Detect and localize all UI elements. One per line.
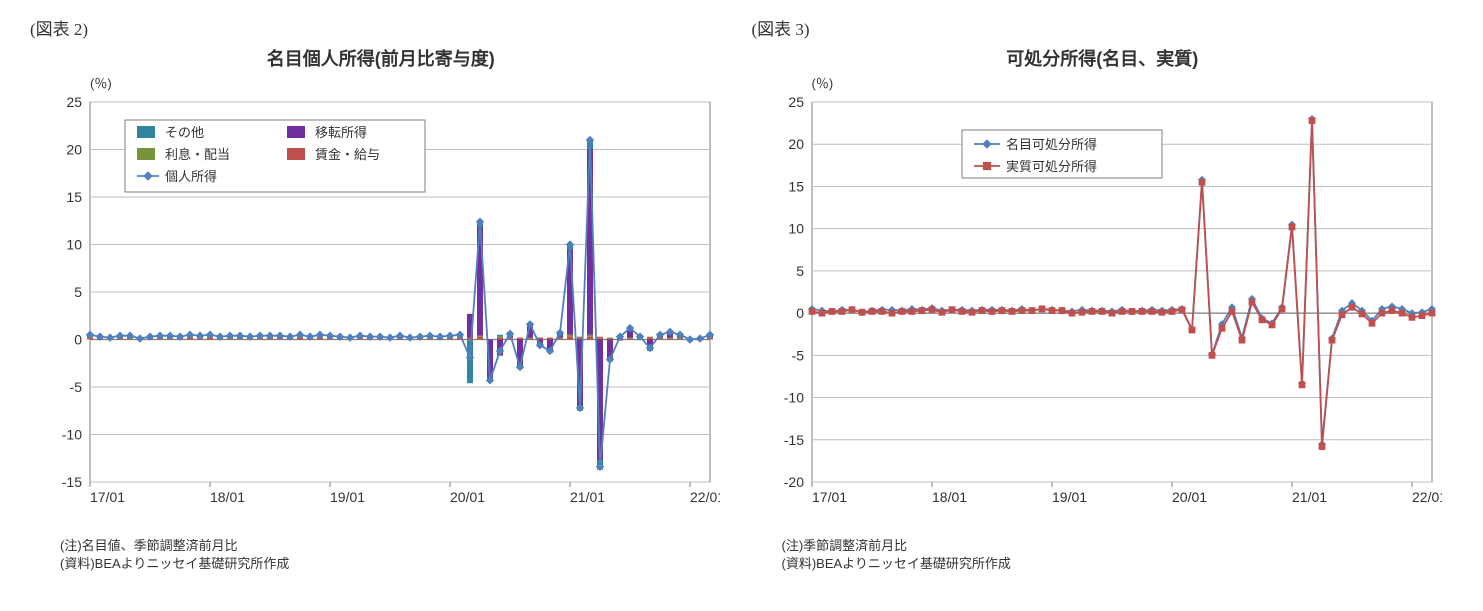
svg-text:17/01: 17/01 [90,489,125,505]
figure-2-panel: (図表 2) 名目個人所得(前月比寄与度) (％) -15 -10 -5 0 5 10 15… [30,15,732,573]
figure-3-title: 可処分所得(名目、実質) [752,45,1454,71]
figure-3-svg-holder: -20 -15 -10 -5 0 5 10 15 20 25 17/01 18/01 19/01 20/0… [752,92,1454,537]
svg-text:0: 0 [74,332,82,348]
svg-text:-10: -10 [62,427,82,443]
figure-3-y-unit: (％) [812,73,1454,92]
figure-2-svg: -15 -10 -5 0 5 10 15 20 25 17/01 18/01 19/01 20/01 21… [30,92,720,532]
figure-3-svg: -20 -15 -10 -5 0 5 10 15 20 25 17/01 18/01 19/01 20/0… [752,92,1442,532]
svg-text:-10: -10 [783,390,803,406]
svg-text:19/01: 19/01 [330,489,365,505]
figure-2-label: (図表 2) [30,15,732,40]
svg-text:20: 20 [788,136,804,152]
figure-2-note-1: (注)名目値、季節調整済前月比 [60,537,732,555]
svg-text:18/01: 18/01 [932,489,967,505]
svg-text:-15: -15 [783,432,803,448]
svg-text:賃金・給与: 賃金・給与 [315,147,380,162]
svg-text:個人所得: 個人所得 [165,169,217,184]
svg-text:-20: -20 [783,474,803,490]
svg-text:実質可処分所得: 実質可処分所得 [1006,159,1097,174]
svg-text:15: 15 [66,189,82,205]
svg-text:21/01: 21/01 [570,489,605,505]
svg-text:5: 5 [74,284,82,300]
svg-text:10: 10 [66,237,82,253]
svg-text:5: 5 [796,263,804,279]
figure-3-chart-box: 可処分所得(名目、実質) (％) -20 -15 -10 -5 0 5 10 15 20 25 17… [752,45,1454,537]
svg-text:-15: -15 [62,474,82,490]
svg-text:その他: その他 [165,125,204,140]
svg-text:17/01: 17/01 [812,489,847,505]
svg-text:21/01: 21/01 [1292,489,1327,505]
svg-text:19/01: 19/01 [1052,489,1087,505]
figure-2-y-unit: (％) [90,73,732,92]
svg-text:-5: -5 [70,379,83,395]
svg-text:25: 25 [66,94,82,110]
figure-3-note-2: (資料)BEAよりニッセイ基礎研究所作成 [782,555,1454,573]
svg-text:20: 20 [66,142,82,158]
svg-text:20/01: 20/01 [450,489,485,505]
svg-text:0: 0 [796,305,804,321]
figure-3-panel: (図表 3) 可処分所得(名目、実質) (％) -20 -15 -10 -5 0 5 10 1… [752,15,1454,573]
svg-text:25: 25 [788,94,804,110]
figure-2-title: 名目個人所得(前月比寄与度) [30,45,732,71]
svg-text:移転所得: 移転所得 [315,125,367,140]
svg-text:利息・配当: 利息・配当 [165,147,230,162]
svg-text:15: 15 [788,178,804,194]
svg-text:-5: -5 [791,347,804,363]
figure-2-note-2: (資料)BEAよりニッセイ基礎研究所作成 [60,555,732,573]
svg-text:20/01: 20/01 [1172,489,1207,505]
svg-text:22/01: 22/01 [690,489,720,505]
svg-text:10: 10 [788,221,804,237]
svg-text:名目可処分所得: 名目可処分所得 [1006,137,1097,152]
svg-text:22/01: 22/01 [1412,489,1442,505]
figure-3-note-1: (注)季節調整済前月比 [782,537,1454,555]
svg-text:18/01: 18/01 [210,489,245,505]
figure-3-label: (図表 3) [752,15,1454,40]
figure-2-svg-holder: -15 -10 -5 0 5 10 15 20 25 17/01 18/01 19/01 20/01 21… [30,92,732,537]
figure-2-chart-box: 名目個人所得(前月比寄与度) (％) -15 -10 -5 0 5 10 15 20 25 17/… [30,45,732,537]
